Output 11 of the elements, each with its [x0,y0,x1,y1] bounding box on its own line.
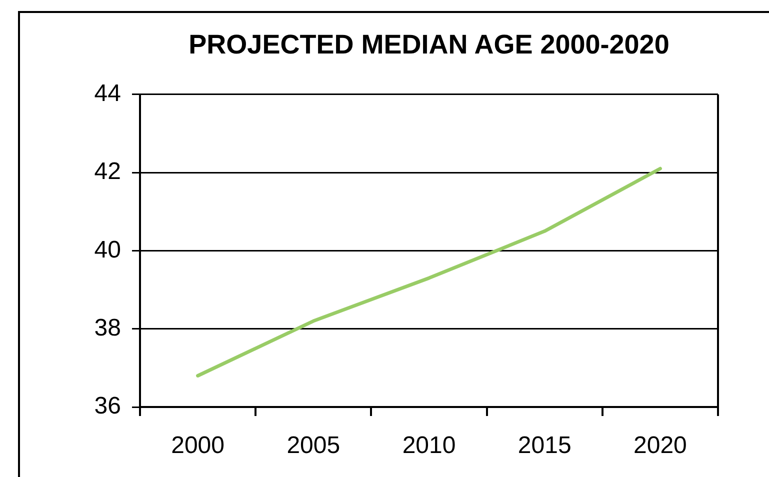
y-tick-label: 42 [94,158,121,186]
x-tick-label: 2020 [634,432,687,460]
x-tick-label: 2005 [286,432,340,460]
y-tick-label: 38 [94,314,121,342]
x-tick-label: 2000 [171,432,224,460]
x-tick-label: 2010 [402,432,456,460]
x-tick-label: 2015 [518,432,572,460]
chart-title: PROJECTED MEDIAN AGE 2000-2020 [188,30,670,60]
y-tick-label: 36 [94,392,121,420]
y-tick-label: 40 [94,236,121,264]
y-tick-label: 44 [94,80,121,108]
